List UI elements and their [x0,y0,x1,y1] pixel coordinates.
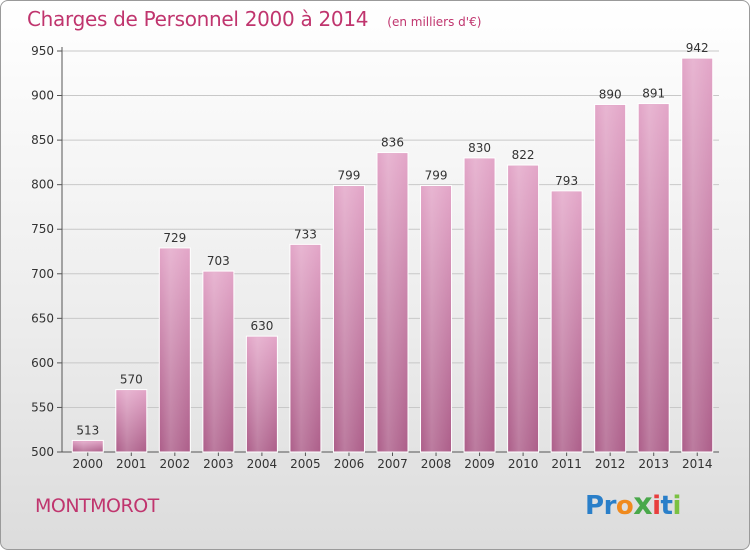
y-tick-label: 850 [31,133,54,147]
chart-subtitle: (en milliers d'€) [387,15,482,29]
data-label: 890 [599,87,622,101]
bar-highlight [203,272,233,452]
bar-highlight [682,59,712,453]
bar-highlight [116,390,146,452]
logo-letter: r [603,491,617,521]
bar-highlight [639,104,669,452]
y-tick-label: 800 [31,178,54,192]
x-tick-label: 2004 [247,457,278,471]
x-tick-label: 2009 [464,457,495,471]
bar-highlight [552,191,582,452]
x-tick-label: 2011 [551,457,582,471]
y-tick-label: 500 [31,445,54,459]
y-tick-label: 950 [31,44,54,58]
logo-letter: o [615,491,634,521]
y-tick-label: 650 [31,311,54,325]
y-tick-label: 600 [31,356,54,370]
x-tick-label: 2002 [160,457,191,471]
bar-highlight [508,166,538,452]
data-label: 830 [468,141,491,155]
y-tick-label: 700 [31,267,54,281]
y-tick-label: 750 [31,222,54,236]
data-label: 799 [338,169,361,183]
data-label: 793 [555,174,578,188]
data-label: 799 [425,169,448,183]
x-tick-label: 2014 [682,457,713,471]
data-label: 733 [294,227,317,241]
bar-highlight [160,248,190,452]
data-label: 703 [207,254,230,268]
bar-highlight [595,105,625,452]
logo-letter: x [633,487,653,522]
logo-letter: i [652,491,661,521]
bar-highlight [465,158,495,452]
logo-letter: t [660,491,673,521]
data-label: 836 [381,136,404,150]
bar-highlight [334,186,364,452]
bar-highlight [73,441,103,452]
bar-highlight [378,153,407,452]
x-tick-label: 2010 [508,457,539,471]
y-tick-label: 550 [31,400,54,414]
data-label: 513 [76,423,99,437]
data-label: 822 [512,148,535,162]
location-label: MONTMOROT [35,495,159,517]
logo-letter: i [672,491,681,521]
x-tick-label: 2008 [421,457,452,471]
chart-title: Charges de Personnel 2000 à 2014 [27,7,369,31]
bar-highlight [247,337,277,452]
proxiti-logo[interactable]: Proxiti [585,487,681,522]
data-label: 729 [163,231,186,245]
data-label: 570 [120,373,143,387]
x-tick-label: 2001 [116,457,147,471]
y-tick-label: 900 [31,89,54,103]
x-tick-label: 2013 [638,457,669,471]
x-tick-label: 2003 [203,457,234,471]
x-tick-label: 2000 [72,457,103,471]
x-tick-label: 2005 [290,457,321,471]
data-label: 891 [642,87,665,101]
data-label: 942 [686,41,709,55]
bar-highlight [290,245,320,452]
data-label: 630 [250,319,273,333]
x-tick-label: 2012 [595,457,626,471]
x-tick-label: 2007 [377,457,408,471]
title-row: Charges de Personnel 2000 à 2014 (en mil… [27,7,481,31]
bar-highlight [421,186,451,452]
logo-letter: P [585,491,604,521]
x-tick-label: 2006 [334,457,365,471]
